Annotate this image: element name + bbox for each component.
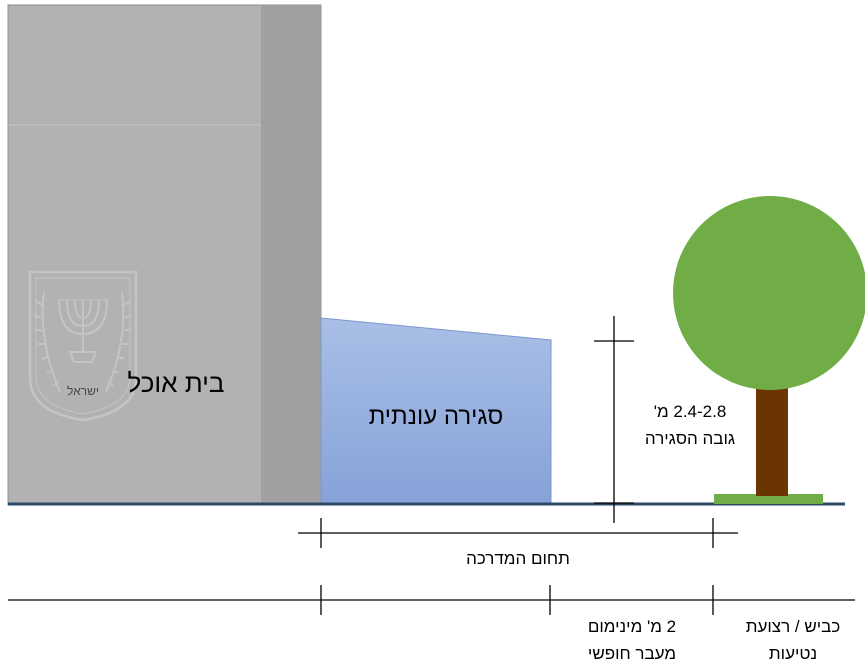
height-value-label: 2.4-2.8 מ'	[654, 402, 727, 421]
building-side	[261, 5, 321, 505]
tree-crown	[673, 196, 865, 390]
israel-emblem-icon	[28, 270, 138, 422]
tree	[673, 196, 865, 504]
free-pass-label-line2: מעבר חופשי	[588, 644, 676, 663]
building-label: בית אוכל	[128, 368, 225, 398]
emblem-caption: ישראל	[67, 384, 99, 398]
tree-trunk	[756, 380, 788, 496]
height-caption-label: גובה הסגירה	[645, 429, 735, 448]
road-label-line2: נטיעות	[769, 644, 817, 663]
grass-strip	[714, 494, 823, 504]
zones-dimension	[8, 585, 855, 615]
height-dimension	[594, 316, 634, 523]
enclosure-label: סגירה עונתית	[369, 403, 504, 430]
road-label-line1: כביש / רצועת	[746, 617, 841, 636]
sidewalk-dimension	[298, 518, 738, 548]
building	[7, 4, 322, 506]
free-pass-label-line1: 2 מ' מינימום	[588, 617, 676, 636]
sidewalk-zone-label: תחום המדרכה	[466, 549, 570, 568]
